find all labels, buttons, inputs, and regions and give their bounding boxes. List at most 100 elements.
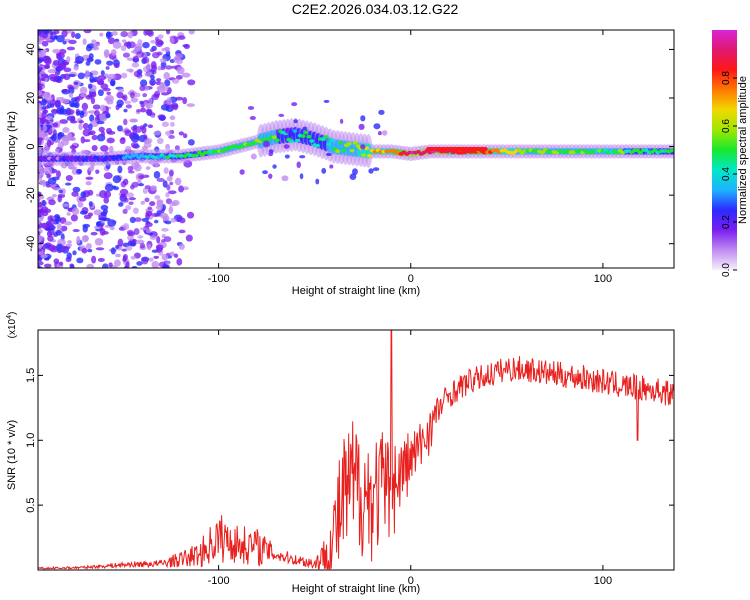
- heatmap-speckle: [170, 121, 175, 127]
- heatmap-speckle: [61, 188, 66, 195]
- heatmap-speckle: [38, 110, 43, 119]
- heatmap-speckle: [103, 49, 110, 57]
- heatmap-speckle: [128, 201, 134, 205]
- heatmap-speckle: [135, 126, 142, 133]
- heatmap-speckle: [140, 107, 146, 113]
- heatmap-speckle: [103, 172, 113, 180]
- heatmap-speckle: [125, 261, 130, 268]
- heatmap-speckle: [153, 255, 160, 260]
- spectrogram-ytick-label: -20: [25, 187, 37, 203]
- heatmap-speckle: [156, 177, 165, 182]
- heatmap-speckle: [59, 261, 64, 266]
- heatmap-speckle: [143, 134, 148, 139]
- heatmap-speckle: [150, 74, 155, 80]
- heatmap-speckle: [85, 45, 93, 52]
- heatmap-ridge-cell: [306, 134, 312, 139]
- snr-ylabel: SNR (10 * v/v): [6, 420, 18, 490]
- heatmap-speckle: [187, 79, 196, 86]
- heatmap-speckle: [151, 69, 157, 75]
- heatmap-speckle: [49, 31, 57, 36]
- heatmap-speckle: [157, 34, 164, 39]
- heatmap-speckle: [176, 258, 183, 266]
- heatmap-speckle: [110, 78, 116, 87]
- heatmap-speckle: [100, 211, 108, 217]
- heatmap-speckle: [373, 123, 381, 130]
- heatmap-speckle: [63, 67, 72, 73]
- heatmap-speckle: [77, 201, 84, 208]
- colorbar-tick-label: 0.6: [721, 119, 732, 133]
- heatmap-speckle: [170, 37, 175, 44]
- heatmap-speckle: [46, 173, 51, 179]
- heatmap-speckle: [138, 183, 145, 187]
- heatmap-ridge-cell: [271, 135, 277, 140]
- snr-xtick-label: 0: [408, 575, 414, 587]
- heatmap-speckle: [148, 257, 154, 262]
- heatmap-speckle: [145, 213, 150, 220]
- heatmap-speckle: [165, 30, 171, 35]
- heatmap-speckle: [293, 119, 298, 124]
- heatmap-speckle: [131, 162, 140, 170]
- heatmap-speckle: [38, 210, 43, 216]
- heatmap-speckle: [161, 234, 166, 239]
- snr-scale-label: (x104): [6, 312, 18, 339]
- heatmap-speckle: [166, 176, 173, 182]
- heatmap-speckle: [275, 129, 279, 136]
- heatmap-speckle: [133, 228, 140, 235]
- heatmap-speckle: [99, 32, 104, 37]
- heatmap-speckle: [38, 261, 44, 266]
- heatmap-speckle: [63, 221, 73, 226]
- heatmap-speckle: [156, 78, 162, 82]
- heatmap-speckle: [315, 178, 320, 185]
- heatmap-speckle: [63, 73, 71, 81]
- heatmap-ridge-cell: [315, 143, 321, 148]
- heatmap-speckle: [41, 199, 46, 207]
- heatmap-speckle: [38, 83, 44, 87]
- heatmap-speckle: [38, 173, 44, 178]
- heatmap-speckle: [106, 60, 114, 66]
- colorbar: 0.0 0.2 0.4 0.6 0.8 Normalized spectral ampl…: [712, 30, 749, 277]
- heatmap-speckle: [70, 97, 78, 103]
- spectrogram-xtick-label: -100: [208, 273, 230, 285]
- heatmap-speckle: [105, 127, 113, 134]
- snr-xlabel: Height of straight line (km): [292, 583, 420, 595]
- spectrogram-ytick-label: 40: [25, 43, 37, 55]
- heatmap-speckle: [87, 189, 94, 196]
- heatmap-speckle: [147, 243, 152, 251]
- heatmap-speckle: [177, 35, 186, 40]
- heatmap-speckle: [99, 190, 108, 199]
- heatmap-speckle: [38, 90, 43, 97]
- heatmap-speckle: [128, 41, 136, 49]
- heatmap-speckle: [117, 238, 124, 247]
- heatmap-speckle: [87, 248, 93, 253]
- heatmap-speckle: [67, 207, 73, 211]
- heatmap-speckle: [158, 261, 167, 268]
- heatmap-speckle: [38, 235, 43, 243]
- heatmap-speckle: [117, 165, 123, 174]
- heatmap-speckle: [185, 234, 193, 242]
- heatmap-speckle: [67, 132, 72, 138]
- heatmap-speckle: [161, 228, 169, 232]
- heatmap-speckle: [102, 263, 109, 268]
- colorbar-tick-label: 0.4: [721, 167, 732, 181]
- heatmap-ridge-cell: [349, 148, 355, 153]
- snr-ytick-label: 0.5: [25, 497, 37, 512]
- heatmap-speckle: [74, 33, 81, 40]
- heatmap-speckle: [169, 181, 174, 186]
- heatmap-speckle: [163, 167, 169, 174]
- heatmap-speckle: [99, 228, 106, 236]
- heatmap-speckle: [169, 251, 175, 257]
- heatmap-speckle: [47, 68, 57, 74]
- heatmap-speckle: [41, 98, 47, 106]
- heatmap-speckle: [85, 95, 93, 100]
- figure-title: C2E2.2026.034.03.12.G22: [292, 1, 459, 17]
- heatmap-speckle: [78, 122, 83, 131]
- heatmap-speckle: [71, 207, 80, 216]
- heatmap-speckle: [122, 253, 129, 261]
- heatmap-speckle: [299, 155, 306, 159]
- spectrogram-xlabel: Height of straight line (km): [292, 285, 420, 297]
- heatmap-speckle: [178, 229, 186, 234]
- heatmap-speckle: [94, 109, 100, 117]
- heatmap-speckle: [85, 242, 92, 250]
- heatmap-speckle: [65, 243, 73, 247]
- heatmap-speckle: [66, 56, 71, 63]
